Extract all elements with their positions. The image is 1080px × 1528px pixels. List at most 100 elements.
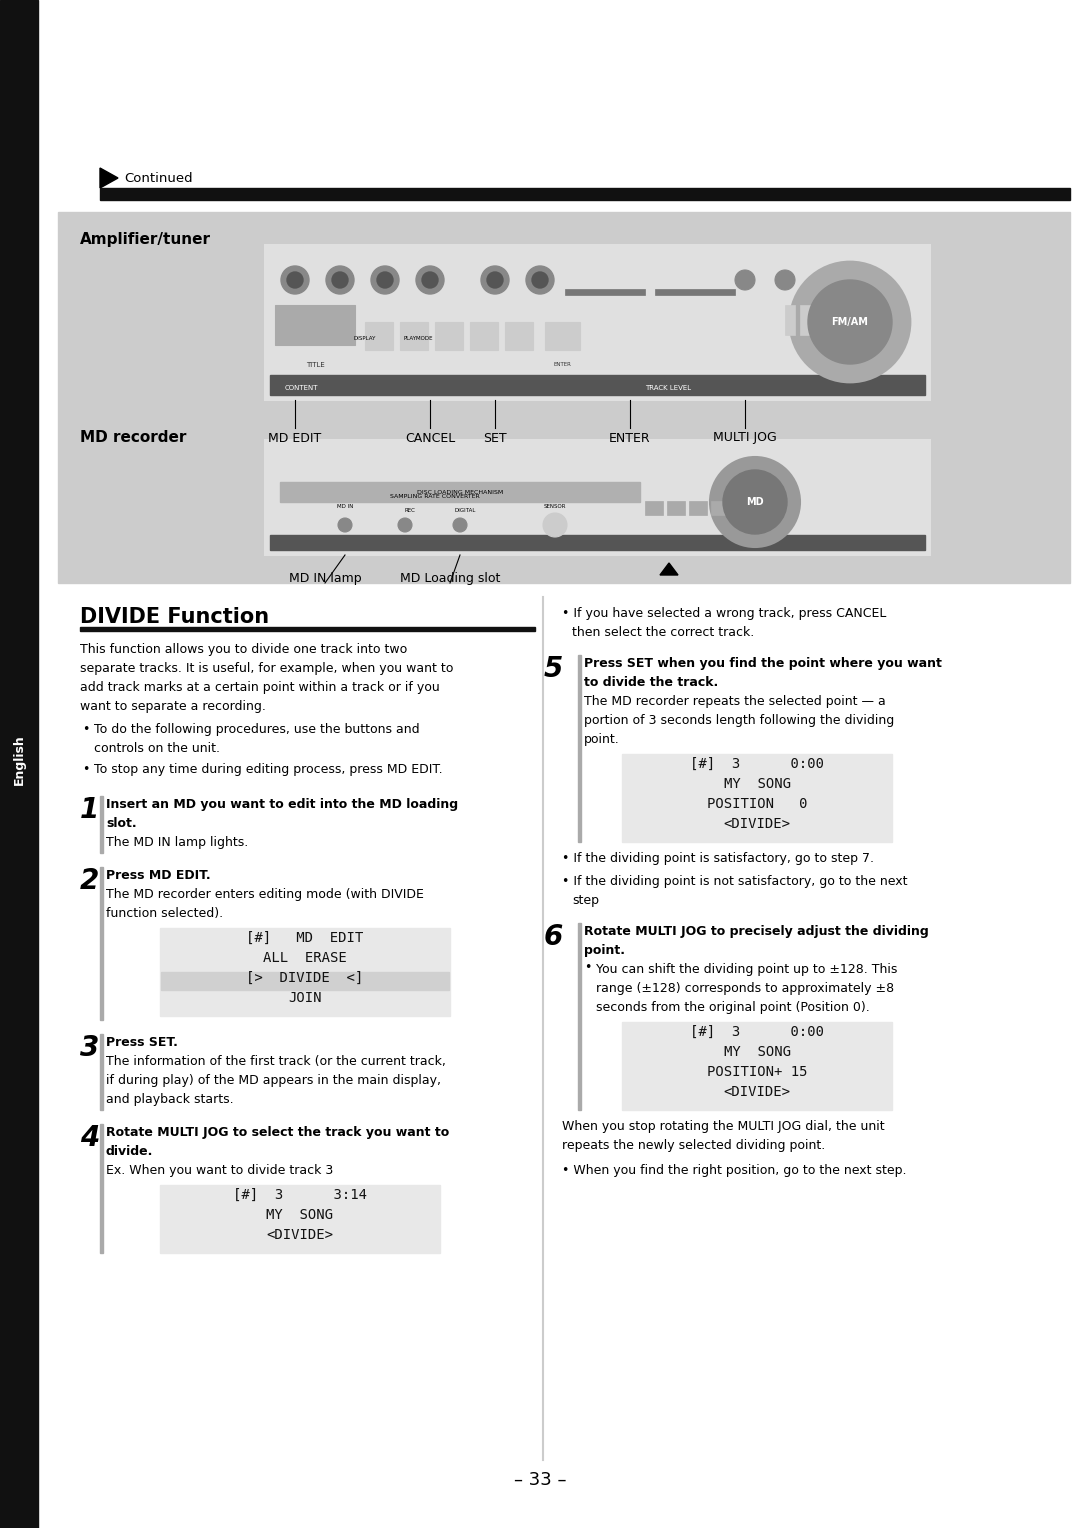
Text: to divide the track.: to divide the track.	[584, 675, 718, 689]
Bar	[100, 1034, 103, 1109]
Circle shape	[710, 457, 800, 547]
Bar	[160, 1186, 440, 1253]
Text: MULTI JOG: MULTI JOG	[713, 431, 777, 445]
Text: point.: point.	[584, 733, 620, 746]
Text: then select the correct track.: then select the correct track.	[572, 626, 754, 639]
Text: • When you find the right position, go to the next step.: • When you find the right position, go t…	[562, 1164, 906, 1177]
Text: [#]  3      0:00: [#] 3 0:00	[690, 756, 824, 772]
Bar	[622, 1022, 892, 1109]
Text: want to separate a recording.: want to separate a recording.	[80, 700, 266, 714]
Text: step: step	[572, 894, 599, 908]
Bar	[100, 796, 103, 853]
Text: MY  SONG: MY SONG	[724, 778, 791, 792]
Text: MD IN lamp: MD IN lamp	[288, 571, 362, 585]
Text: DISPLAY: DISPLAY	[354, 336, 376, 341]
Bar	[400, 322, 428, 350]
Text: FM/AM: FM/AM	[832, 316, 868, 327]
Text: <DIVIDE>: <DIVIDE>	[724, 1085, 791, 1099]
Text: Press MD EDIT.: Press MD EDIT.	[106, 869, 211, 882]
Text: controls on the unit.: controls on the unit.	[94, 743, 220, 755]
Text: The MD recorder enters editing mode (with DIVIDE: The MD recorder enters editing mode (wit…	[106, 888, 423, 902]
Text: range (±128) corresponds to approximately ±8: range (±128) corresponds to approximatel…	[596, 983, 894, 995]
Text: [>  DIVIDE  <]: [> DIVIDE <]	[246, 970, 364, 986]
Bar	[365, 322, 393, 350]
Text: JOIN: JOIN	[288, 992, 322, 1005]
Bar	[470, 322, 498, 350]
Text: Rotate MULTI JOG to precisely adjust the dividing: Rotate MULTI JOG to precisely adjust the…	[584, 924, 929, 938]
Text: Rotate MULTI JOG to select the track you want to: Rotate MULTI JOG to select the track you…	[106, 1126, 449, 1138]
Circle shape	[532, 272, 548, 287]
Text: Continued: Continued	[124, 171, 192, 185]
Bar	[578, 656, 581, 842]
Bar	[270, 535, 924, 550]
Text: •: •	[82, 723, 90, 736]
Circle shape	[543, 513, 567, 536]
Text: MD Loading slot: MD Loading slot	[400, 571, 500, 585]
Text: slot.: slot.	[106, 817, 137, 830]
Circle shape	[487, 272, 503, 287]
Circle shape	[735, 270, 755, 290]
Bar	[100, 1125, 103, 1253]
Text: <DIVIDE>: <DIVIDE>	[724, 817, 791, 831]
Polygon shape	[100, 168, 118, 188]
Bar	[622, 753, 892, 842]
Text: DISC LOADING MECHANISM: DISC LOADING MECHANISM	[417, 489, 503, 495]
Bar	[654, 289, 735, 295]
Text: CONTENT: CONTENT	[285, 385, 319, 391]
Text: ENTER: ENTER	[609, 431, 651, 445]
Text: [#]  3      3:14: [#] 3 3:14	[233, 1187, 367, 1203]
Text: and playback starts.: and playback starts.	[106, 1093, 233, 1106]
Bar	[565, 289, 645, 295]
Circle shape	[399, 518, 411, 532]
Text: To stop any time during editing process, press MD EDIT.: To stop any time during editing process,…	[94, 762, 443, 776]
Circle shape	[338, 518, 352, 532]
Text: SET: SET	[483, 431, 507, 445]
Circle shape	[808, 280, 892, 364]
Circle shape	[281, 266, 309, 293]
Bar	[0, 0, 38, 1528]
Text: MY  SONG: MY SONG	[267, 1209, 334, 1222]
Circle shape	[372, 266, 399, 293]
Polygon shape	[660, 562, 678, 575]
Circle shape	[723, 471, 787, 533]
Bar	[545, 322, 580, 350]
Text: •: •	[82, 762, 90, 776]
Bar	[800, 306, 810, 335]
Text: portion of 3 seconds length following the dividing: portion of 3 seconds length following th…	[584, 714, 894, 727]
Text: 2: 2	[80, 866, 99, 895]
Text: The information of the first track (or the current track,: The information of the first track (or t…	[106, 1054, 446, 1068]
Text: • If the dividing point is not satisfactory, go to the next: • If the dividing point is not satisfact…	[562, 876, 907, 888]
Text: The MD recorder repeats the selected point — a: The MD recorder repeats the selected poi…	[584, 695, 886, 707]
Text: separate tracks. It is useful, for example, when you want to: separate tracks. It is useful, for examp…	[80, 662, 454, 675]
Circle shape	[453, 518, 467, 532]
Bar	[275, 306, 355, 345]
Text: POSITION   0: POSITION 0	[706, 798, 807, 811]
Text: • If you have selected a wrong track, press CANCEL: • If you have selected a wrong track, pr…	[562, 607, 887, 620]
Text: Press SET when you find the point where you want: Press SET when you find the point where …	[584, 657, 942, 669]
Bar	[578, 923, 581, 1109]
Text: MY  SONG: MY SONG	[724, 1045, 791, 1059]
Text: ENTER: ENTER	[553, 362, 571, 367]
Text: DIGITAL: DIGITAL	[455, 507, 475, 512]
Circle shape	[377, 272, 393, 287]
Text: SENSOR: SENSOR	[543, 504, 566, 509]
Text: 5: 5	[544, 656, 564, 683]
Text: repeats the newly selected dividing point.: repeats the newly selected dividing poin…	[562, 1138, 825, 1152]
Bar	[58, 212, 1070, 584]
Text: Press SET.: Press SET.	[106, 1036, 178, 1050]
Bar	[645, 501, 663, 515]
Text: if during play) of the MD appears in the main display,: if during play) of the MD appears in the…	[106, 1074, 441, 1086]
Circle shape	[789, 261, 910, 382]
Text: • If the dividing point is satisfactory, go to step 7.: • If the dividing point is satisfactory,…	[562, 853, 874, 865]
Text: REC: REC	[405, 507, 416, 512]
Text: add track marks at a certain point within a track or if you: add track marks at a certain point withi…	[80, 681, 440, 694]
Bar	[689, 501, 707, 515]
Text: 1: 1	[80, 796, 99, 824]
Text: Insert an MD you want to edit into the MD loading: Insert an MD you want to edit into the M…	[106, 798, 458, 811]
Text: PLAYMODE: PLAYMODE	[403, 336, 433, 341]
Text: 4: 4	[80, 1125, 99, 1152]
Bar	[711, 501, 729, 515]
Text: [#]   MD  EDIT: [#] MD EDIT	[246, 931, 364, 944]
Text: – 33 –: – 33 –	[514, 1471, 566, 1488]
Bar	[160, 927, 450, 1016]
